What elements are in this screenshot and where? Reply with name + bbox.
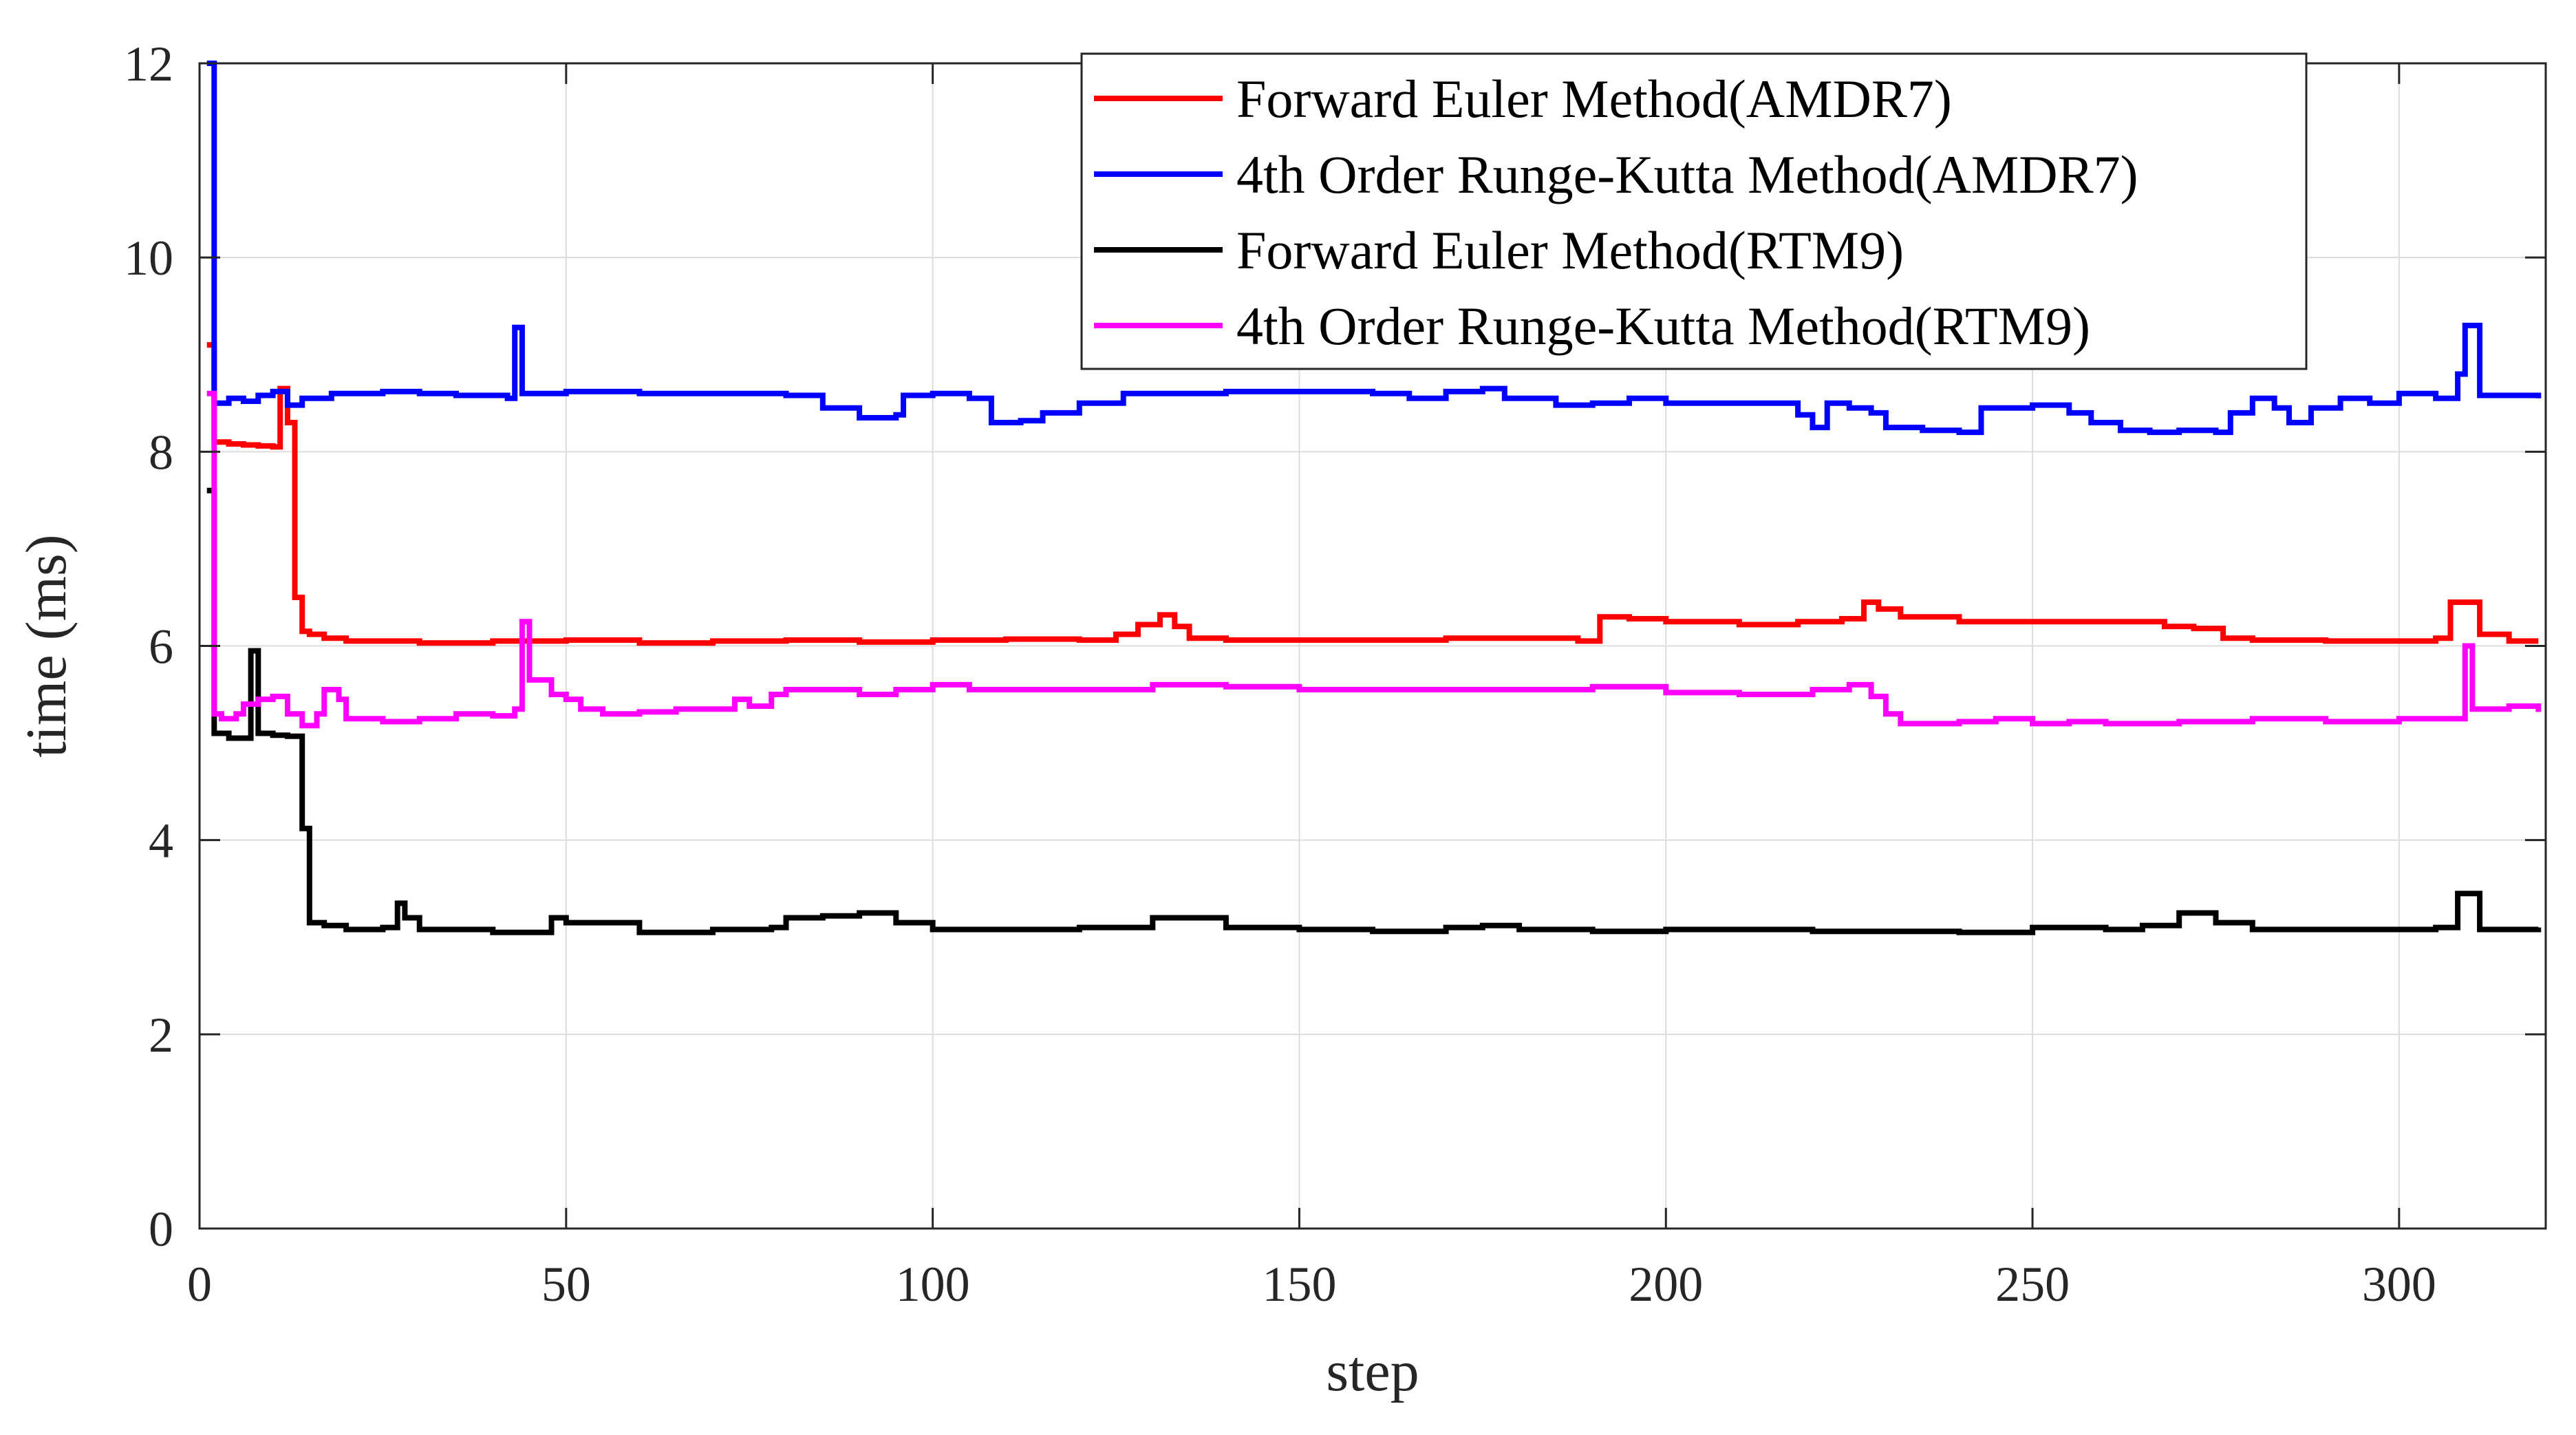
x-tick-label: 50 (541, 1257, 591, 1312)
series-line-1 (206, 342, 2539, 646)
y-tick-label: 12 (124, 36, 173, 92)
legend-label: 4th Order Runge-Kutta Method(AMDR7) (1236, 145, 2138, 204)
x-tick-label: 0 (187, 1257, 212, 1312)
y-tick-label: 6 (149, 619, 173, 674)
y-tick-label: 2 (149, 1008, 173, 1063)
legend-label: Forward Euler Method(RTM9) (1236, 220, 1904, 280)
x-axis-title: step (1326, 1339, 1419, 1403)
x-tick-label: 150 (1262, 1257, 1336, 1312)
y-tick-label: 8 (149, 425, 173, 480)
y-tick-label: 0 (149, 1202, 173, 1257)
legend: Forward Euler Method(AMDR7) 4th Order Run… (1080, 52, 2308, 370)
series-line-3 (206, 487, 2542, 935)
x-tick-label: 250 (1995, 1257, 2070, 1312)
series-line-4 (206, 390, 2542, 729)
y-axis-title: time (ms) (14, 534, 78, 757)
x-tick-label: 300 (2362, 1257, 2436, 1312)
y-tick-label: 10 (124, 231, 173, 286)
axis-ticks: 0 50 100 150 200 250 300 0 2 4 6 8 10 12 (124, 36, 2546, 1312)
series-line-2 (206, 61, 2542, 436)
legend-box (1080, 52, 2308, 370)
legend-label: Forward Euler Method(AMDR7) (1236, 69, 1952, 129)
x-tick-label: 200 (1629, 1257, 1703, 1312)
legend-label: 4th Order Runge-Kutta Method(RTM9) (1236, 296, 2090, 356)
series-lines (206, 61, 2542, 935)
y-tick-label: 4 (149, 814, 173, 869)
x-tick-label: 100 (896, 1257, 970, 1312)
